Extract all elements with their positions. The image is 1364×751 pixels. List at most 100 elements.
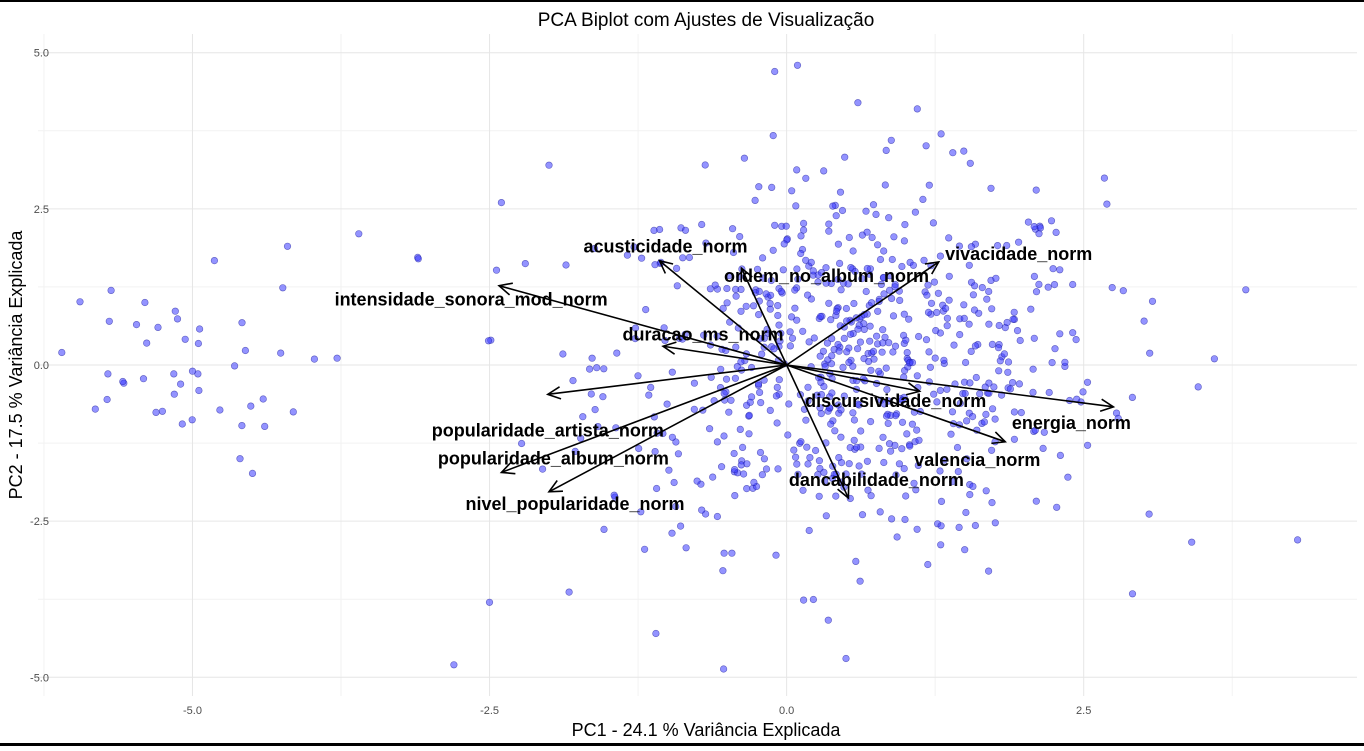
score-point	[188, 367, 197, 375]
score-point	[693, 477, 701, 485]
chart-title: PCA Biplot com Ajustes de Visualização	[538, 10, 875, 31]
score-point	[670, 478, 678, 487]
score-point	[868, 233, 876, 242]
score-point	[652, 484, 661, 493]
score-point	[891, 283, 899, 291]
score-point	[879, 274, 888, 282]
score-point	[888, 255, 896, 264]
score-point	[887, 515, 896, 523]
score-point	[858, 275, 866, 283]
score-point	[898, 418, 907, 426]
score-point	[877, 280, 886, 289]
score-point	[854, 325, 862, 333]
score-point	[920, 256, 928, 264]
score-point	[579, 413, 587, 421]
score-point	[852, 443, 861, 451]
score-point	[850, 416, 859, 424]
score-point	[766, 406, 774, 415]
score-point	[793, 61, 802, 69]
score-point	[1056, 266, 1064, 274]
score-point	[793, 265, 801, 273]
score-point	[937, 541, 945, 549]
score-point	[820, 167, 828, 175]
loading-label: vivacidade_norm	[945, 244, 1092, 264]
score-point	[930, 390, 938, 398]
score-point	[825, 404, 833, 412]
score-point	[195, 386, 203, 395]
score-point	[887, 294, 896, 303]
score-point	[1036, 224, 1044, 232]
score-point	[642, 306, 650, 314]
score-point	[591, 406, 599, 414]
score-point	[956, 399, 964, 408]
score-point	[988, 305, 996, 313]
score-point	[143, 339, 151, 347]
score-point	[640, 545, 649, 553]
score-point	[720, 549, 728, 557]
score-point	[769, 132, 777, 140]
score-point	[864, 486, 872, 494]
score-point	[743, 485, 751, 493]
score-point	[913, 525, 921, 533]
score-point	[749, 302, 758, 310]
score-point	[802, 174, 810, 182]
score-point	[713, 438, 722, 446]
score-point	[836, 188, 845, 196]
loading-label: acusticidade_norm	[583, 237, 747, 257]
score-point	[310, 355, 319, 363]
score-point	[889, 348, 897, 356]
score-point	[862, 287, 870, 296]
score-point	[960, 147, 968, 155]
score-point	[906, 442, 914, 450]
score-point	[1045, 388, 1053, 397]
x-tick-label: 2.5	[1076, 705, 1091, 717]
score-point	[767, 276, 775, 285]
score-point	[181, 335, 189, 343]
score-point	[878, 348, 886, 356]
score-point	[807, 258, 815, 267]
score-point	[804, 397, 812, 405]
score-point	[857, 427, 865, 435]
score-point	[838, 206, 847, 215]
score-point	[793, 316, 801, 324]
score-point	[809, 595, 818, 604]
score-point	[799, 486, 807, 494]
x-tick-label: -5.0	[183, 705, 202, 717]
score-point	[825, 299, 833, 307]
score-point	[827, 420, 835, 428]
score-point	[954, 468, 962, 476]
score-point	[238, 319, 246, 327]
score-point	[901, 221, 909, 229]
score-point	[723, 299, 731, 307]
score-point	[196, 325, 204, 333]
score-point	[673, 282, 681, 290]
score-point	[828, 389, 836, 397]
score-point	[652, 629, 660, 638]
score-point	[737, 307, 745, 315]
score-point	[850, 436, 858, 444]
score-point	[828, 352, 836, 360]
score-point	[635, 444, 643, 453]
score-point	[772, 551, 780, 559]
score-point	[774, 302, 782, 310]
score-point	[538, 465, 547, 473]
score-point	[972, 373, 980, 382]
score-point	[1056, 330, 1064, 338]
score-point	[936, 386, 944, 395]
score-point	[822, 279, 830, 287]
loading-arrow-ordem-no-album-norm	[740, 266, 788, 366]
score-point	[945, 272, 953, 280]
score-point	[665, 466, 673, 474]
score-point	[210, 257, 218, 265]
score-point	[779, 266, 787, 274]
score-point	[170, 370, 178, 378]
score-point	[842, 470, 850, 478]
score-point	[1194, 383, 1202, 391]
score-point	[731, 374, 740, 382]
loading-arrow-discursividade-norm	[786, 364, 922, 396]
score-point	[757, 399, 765, 407]
score-point	[898, 262, 906, 271]
score-point	[777, 287, 785, 296]
